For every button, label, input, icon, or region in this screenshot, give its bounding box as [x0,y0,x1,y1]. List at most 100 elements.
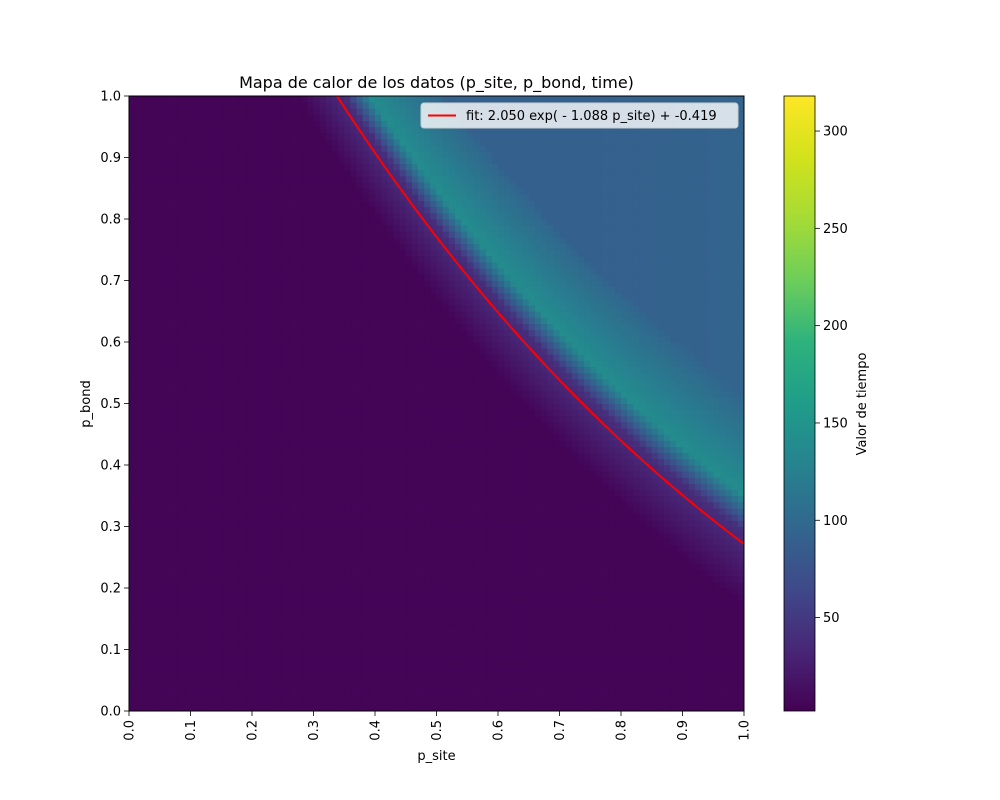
heatmap-cell [153,557,161,564]
heatmap-cell [301,342,308,349]
heatmap-cell [393,624,400,632]
heatmap-cell [387,551,394,558]
heatmap-cell [227,421,234,429]
heatmap-cell [165,606,173,613]
heatmap-cell [135,114,142,121]
heatmap-cell [399,385,407,392]
heatmap-cell [184,452,191,460]
heatmap-cell [196,501,204,509]
heatmap-cell [221,102,228,109]
heatmap-cell [233,489,241,497]
heatmap-cell [282,132,290,140]
heatmap-cell [258,624,265,632]
heatmap-cell [375,667,382,675]
heatmap-cell [178,538,185,546]
heatmap-cell [227,661,234,669]
heatmap-cell [375,342,382,349]
heatmap-cell [430,378,437,386]
heatmap-cell [411,311,419,318]
heatmap-cell [159,415,167,423]
heatmap-cell [375,200,382,208]
heatmap-cell [368,182,376,189]
heatmap-cell [338,581,345,589]
heatmap-cell [276,175,284,183]
heatmap-cell [430,624,437,632]
heatmap-cell [362,655,370,663]
heatmap-cell [245,440,253,447]
heatmap-cell [147,557,154,564]
heatmap-cell [270,360,277,367]
heatmap-cell [387,132,394,140]
heatmap-cell [165,348,173,355]
heatmap-cell [165,520,173,527]
heatmap-cell [258,465,265,472]
heatmap-cell [227,151,234,158]
heatmap-cell [184,551,191,558]
heatmap-cell [258,354,265,361]
heatmap-cell [424,526,431,534]
heatmap-cell [430,219,437,226]
heatmap-cell [344,428,351,435]
heatmap-cell [215,692,222,700]
heatmap-cell [338,606,345,613]
heatmap-cell [208,538,216,546]
heatmap-cell [215,483,222,490]
heatmap-cell [215,575,222,583]
heatmap-cell [178,212,185,220]
heatmap-cell [227,335,234,343]
heatmap-cell [227,132,234,140]
heatmap-cell [270,335,277,343]
heatmap-cell [258,360,265,367]
heatmap-cell [301,434,308,441]
heatmap-cell [405,317,413,324]
heatmap-cell [393,206,400,214]
heatmap-cell [227,391,234,398]
heatmap-cell [153,391,161,398]
heatmap-cell [233,366,241,374]
heatmap-cell [368,575,376,583]
heatmap-cell [202,409,210,417]
heatmap-cell [381,704,388,711]
heatmap-cell [288,360,296,367]
heatmap-cell [147,262,154,269]
heatmap-cell [319,508,327,515]
heatmap-cell [430,274,437,281]
heatmap-cell [307,465,314,472]
heatmap-cell [356,428,364,435]
heatmap-cell [196,169,204,177]
heatmap-cell [202,631,210,638]
heatmap-cell [233,655,241,663]
heatmap-cell [319,661,327,669]
heatmap-cell [282,126,290,134]
heatmap-cell [381,631,388,638]
heatmap-cell [239,200,247,208]
heatmap-cell [399,544,407,552]
heatmap-cell [368,446,376,454]
heatmap-cell [399,643,407,650]
heatmap-cell [208,335,216,343]
heatmap-cell [172,145,179,152]
heatmap-cell [430,538,437,546]
heatmap-cell [239,680,247,687]
heatmap-cell [264,612,271,620]
heatmap-cell [233,501,241,509]
heatmap-cell [270,588,277,595]
heatmap-cell [313,532,321,540]
heatmap-cell [264,698,271,706]
heatmap-cell [307,280,314,288]
heatmap-cell [141,132,148,140]
heatmap-cell [282,563,290,570]
heatmap-cell [307,409,314,417]
heatmap-cell [405,323,413,331]
heatmap-cell [215,212,222,220]
heatmap-cell [288,446,296,454]
heatmap-cell [405,575,413,583]
heatmap-cell [301,667,308,675]
heatmap-cell [172,415,179,423]
heatmap-cell [270,231,277,238]
heatmap-cell [215,255,222,263]
heatmap-cell [325,157,333,165]
heatmap-cell [405,237,413,244]
heatmap-cell [129,551,136,558]
heatmap-cell [399,268,407,275]
